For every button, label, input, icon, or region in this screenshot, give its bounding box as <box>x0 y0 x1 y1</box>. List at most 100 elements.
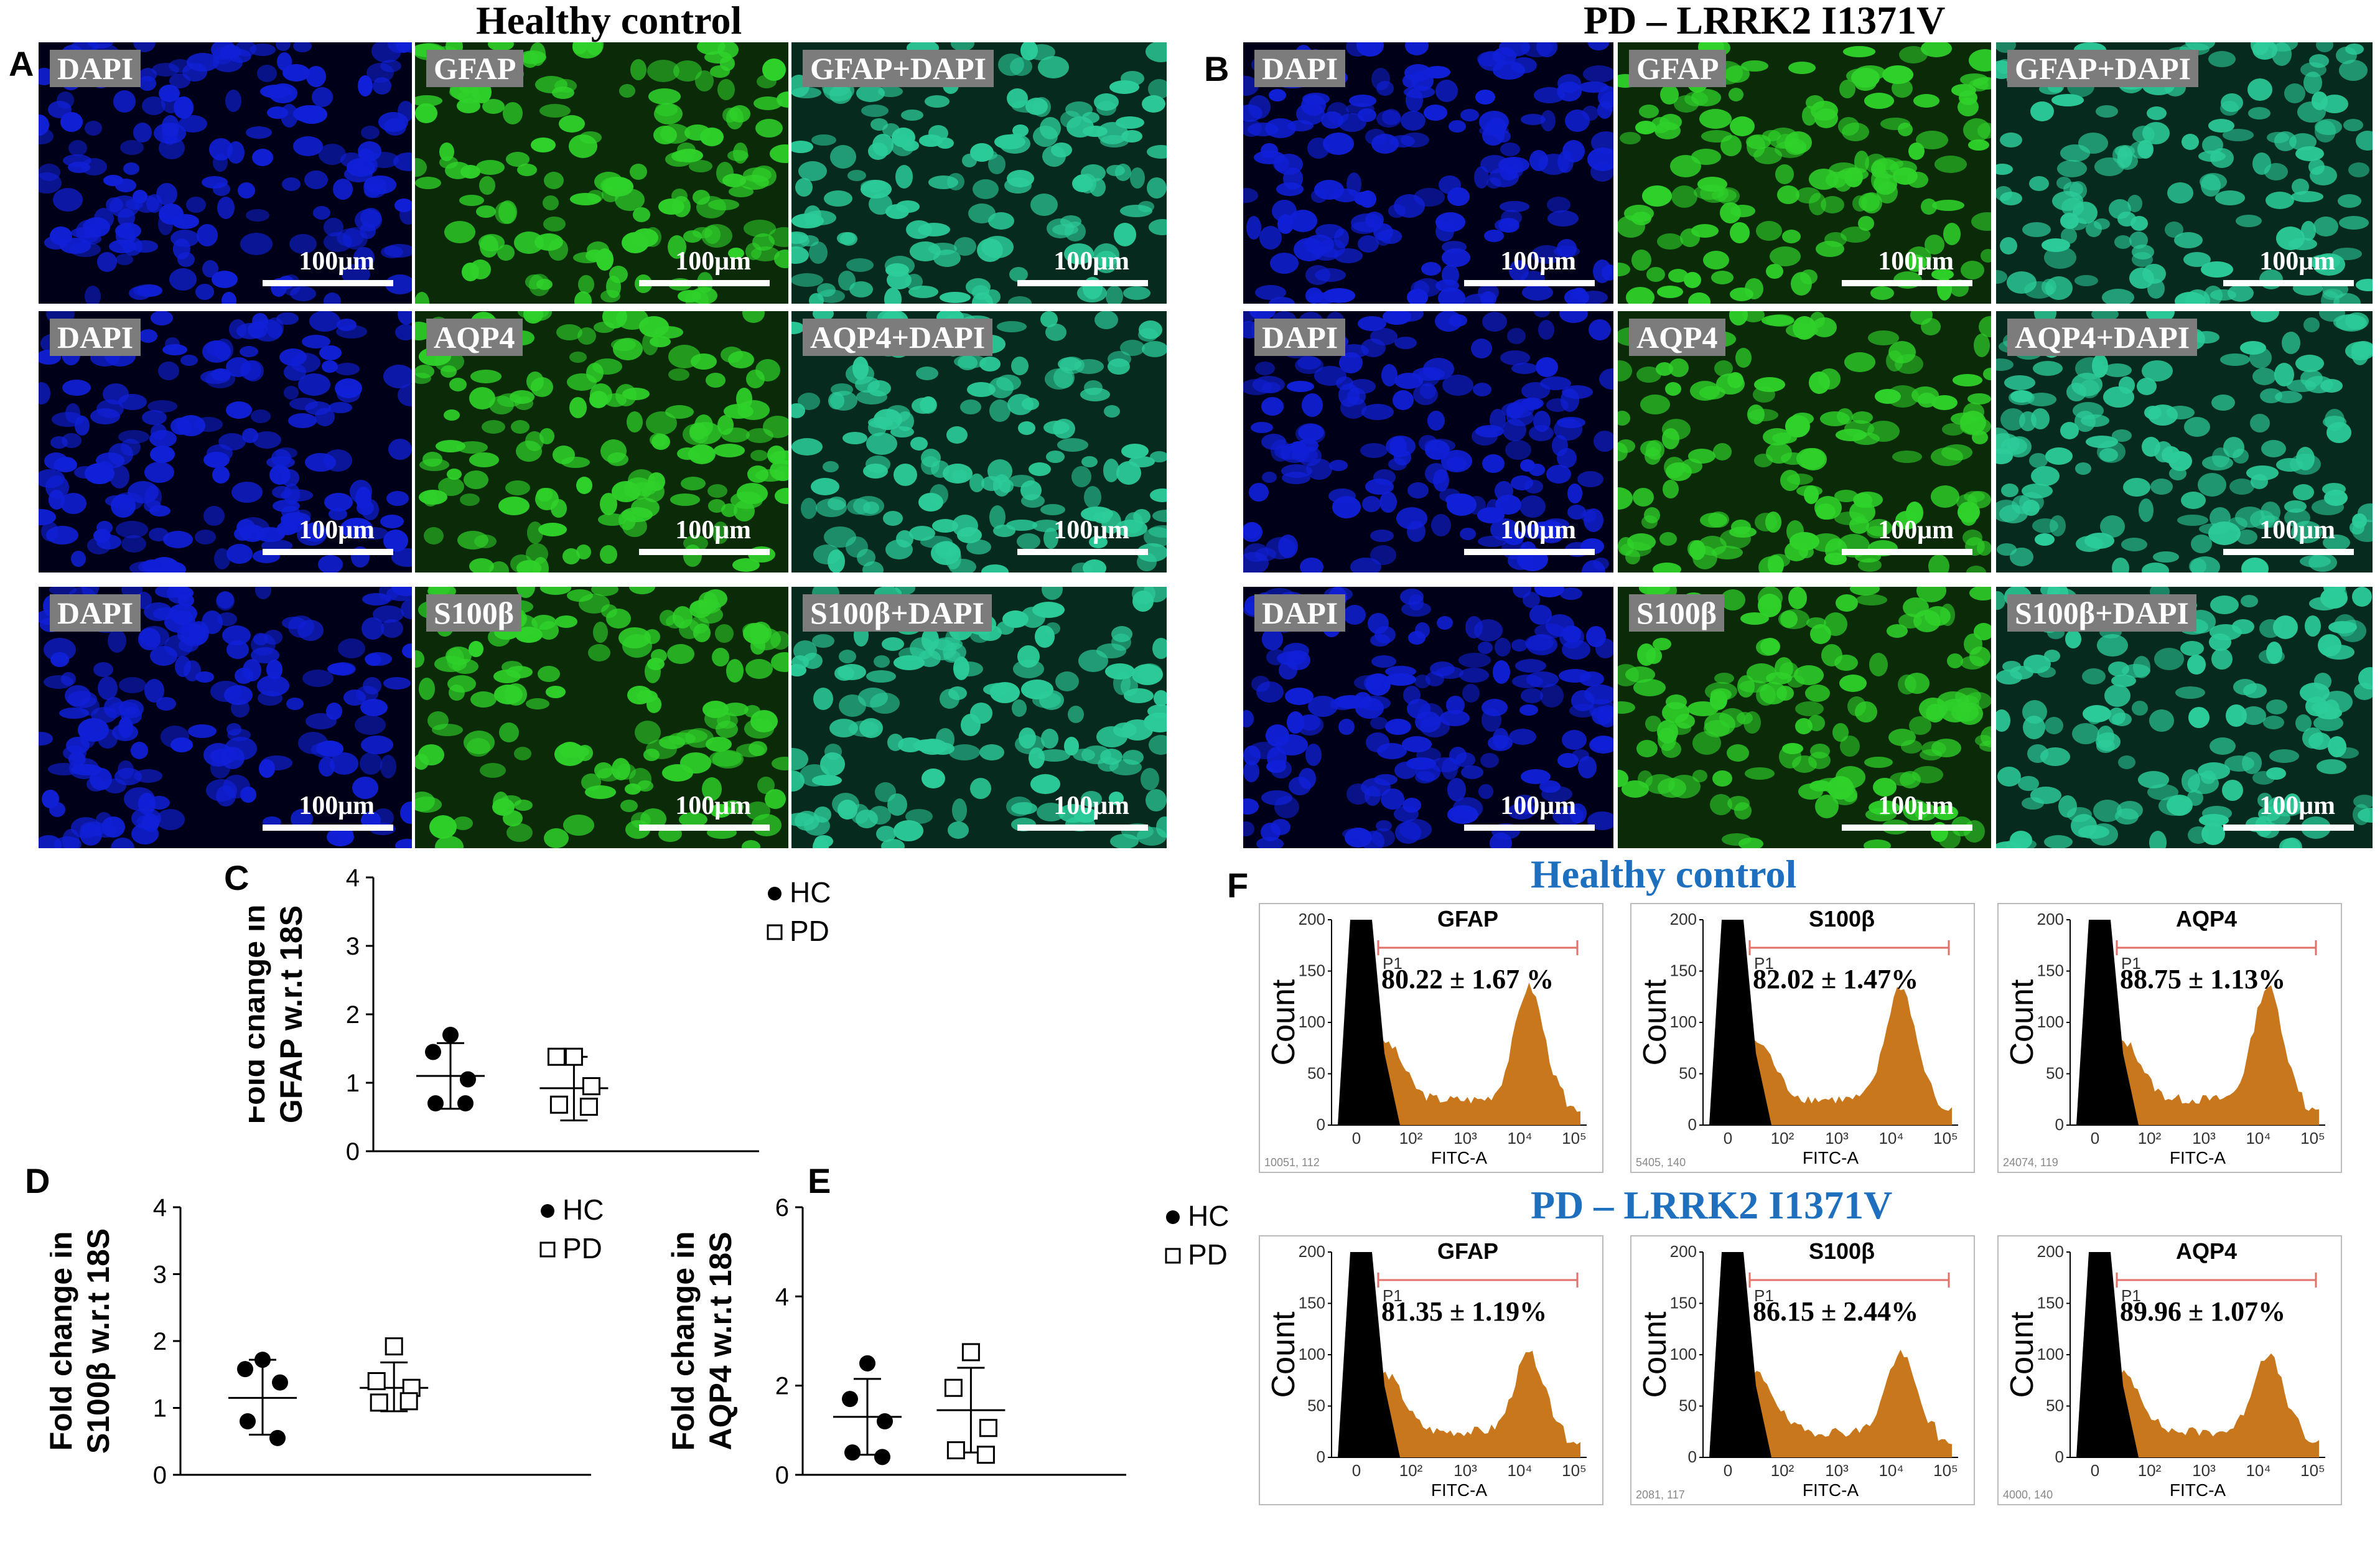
y-tick-label: 100 <box>1670 1012 1697 1031</box>
scale-bar-label: 100μm <box>1878 247 1954 276</box>
gate-label: P1 <box>2121 1286 2141 1305</box>
scale-bar-label: 100μm <box>2259 792 2335 820</box>
data-point-hc <box>442 1027 459 1043</box>
data-point-pd <box>946 1441 965 1460</box>
chart-d: 0 1 2 3 4 Fold change in S100β w.r.t 18S HC PD <box>50 1194 604 1489</box>
scale-bar-label: 100μm <box>299 247 375 276</box>
flow-marker-title: GFAP <box>1437 1238 1499 1264</box>
y-tick-label: 3 <box>346 933 360 960</box>
y-axis-label-line2: GFAP w.r.t 18S <box>274 905 309 1123</box>
y-tick-label: 0 <box>2055 1447 2064 1466</box>
control-histogram <box>1709 920 1771 1125</box>
healthy-control-title: Healthy control <box>476 0 742 42</box>
data-point-hc <box>460 1071 476 1088</box>
scale-bar-label: 100μm <box>1053 247 1129 276</box>
data-point-hc <box>842 1391 858 1408</box>
micrograph-label: AQP4 <box>426 319 523 356</box>
scale-bar-label: 100μm <box>675 247 751 276</box>
scale-bar <box>1464 280 1595 286</box>
scale-bar <box>263 280 393 286</box>
y-tick-label: 200 <box>1670 1242 1697 1261</box>
micrograph-label: S100β <box>426 594 522 632</box>
x-tick-label: 10² <box>2138 1461 2162 1480</box>
legend-label: HC <box>790 876 831 909</box>
y-tick-label: 100 <box>2037 1345 2064 1363</box>
x-tick-label: 0 <box>1724 1129 1732 1147</box>
micrograph-image <box>1618 587 1991 848</box>
y-axis-label-line1: Fold change in <box>50 1232 78 1451</box>
x-tick-label: 10² <box>1399 1129 1423 1147</box>
y-tick-label: 0 <box>2055 1115 2064 1134</box>
scale-bar <box>1017 549 1148 555</box>
plot-event-id: 10051, 112 <box>1264 1156 1320 1169</box>
x-tick-label: 10⁴ <box>2246 1129 2270 1147</box>
data-point-pd <box>547 1047 566 1066</box>
x-axis-label: FITC-A <box>1431 1148 1488 1167</box>
micrograph-healthy-r2-c3: AQP4+DAPI 100μm <box>791 311 1167 573</box>
data-point-hc <box>844 1444 861 1461</box>
micrograph-label: DAPI <box>1254 594 1346 632</box>
data-point-hc <box>237 1361 253 1378</box>
y-axis-label-line2: S100β w.r.t 18S <box>81 1228 116 1454</box>
micrograph-label: DAPI <box>1254 50 1346 87</box>
micrograph-pd-r3-c2: S100β 100μm <box>1618 587 1991 848</box>
control-histogram <box>1338 1252 1400 1457</box>
data-point-hc <box>269 1429 286 1446</box>
data-point-pd <box>549 1095 568 1114</box>
chart-e: 0 2 4 6 Fold change in AQP4 w.r.t 18S HC PD <box>666 1194 1229 1489</box>
x-tick-label: 10² <box>2138 1129 2162 1147</box>
flow-plot-2-2: 0 50 100 150 200 0 10² 10³ 10⁴ 10⁵ FITC-A Count P1 20… <box>1628 1233 1977 1507</box>
plot-frame <box>1630 1235 1975 1505</box>
data-point-pd <box>579 1098 598 1116</box>
panel-letter-a: A <box>9 44 34 83</box>
gate-label: P1 <box>1383 954 1402 973</box>
y-tick-label: 50 <box>1679 1064 1697 1083</box>
stained-histogram <box>2114 985 2319 1125</box>
micrograph-label: AQP4+DAPI <box>803 319 993 356</box>
micrograph-label: S100β+DAPI <box>2007 594 2196 632</box>
scale-bar <box>1842 280 1972 286</box>
scale-bar-label: 100μm <box>299 792 375 820</box>
y-tick-label: 6 <box>775 1194 789 1222</box>
scale-bar-label: 100μm <box>1500 247 1576 276</box>
flow-histogram: 0 50 100 150 200 0 10² 10³ 10⁴ 10⁵ FITC-A Count P1 54… <box>1630 903 1975 1173</box>
micrograph-label: GFAP+DAPI <box>803 50 994 87</box>
x-axis-label: FITC-A <box>2170 1148 2226 1167</box>
stained-histogram <box>1747 1349 1952 1457</box>
scale-bar <box>1017 825 1148 831</box>
x-tick-label: 10⁴ <box>1878 1461 1903 1480</box>
x-tick-label: 10³ <box>2192 1129 2216 1147</box>
data-point-pd <box>582 1077 600 1095</box>
y-tick-label: 4 <box>346 864 360 892</box>
y-tick-label: 100 <box>1299 1345 1325 1363</box>
y-tick-label: 0 <box>1688 1447 1697 1466</box>
scale-bar <box>1464 825 1595 831</box>
micrograph-healthy-r2-c2: AQP4 100μm <box>415 311 788 573</box>
plot-frame <box>1630 903 1975 1173</box>
x-axis-label: FITC-A <box>2170 1480 2226 1500</box>
y-axis-label-line1: Fold change in <box>249 905 271 1124</box>
y-tick-label: 200 <box>2037 1242 2064 1261</box>
data-point-hc <box>240 1413 256 1429</box>
y-tick-label: 150 <box>1299 1294 1325 1312</box>
flow-marker-title: AQP4 <box>2176 906 2238 932</box>
scale-bar-label: 100μm <box>1500 516 1576 544</box>
flow-plot-2-1: 0 50 100 150 200 0 10² 10³ 10⁴ 10⁵ FITC-A Count P1 GF… <box>1257 1233 1605 1507</box>
control-histogram <box>2076 920 2139 1125</box>
flow-histogram: 0 50 100 150 200 0 10² 10³ 10⁴ 10⁵ FITC-A Count P1 10… <box>1259 903 1603 1173</box>
data-point-pd <box>944 1378 963 1397</box>
y-tick-label: 100 <box>1299 1012 1325 1031</box>
y-tick-label: 2 <box>153 1328 167 1355</box>
micrograph-healthy-r3-c1: DAPI 100μm <box>39 587 412 848</box>
micrograph-label: GFAP+DAPI <box>2007 50 2199 87</box>
legend-marker-hc <box>768 887 782 900</box>
micrograph-pd-r3-c3: S100β+DAPI 100μm <box>1996 587 2373 848</box>
micrograph-healthy-r1-c1: DAPI 100μm <box>39 42 412 304</box>
scale-bar <box>1017 280 1148 286</box>
flow-percentage: 80.22 ± 1.67 % <box>1381 964 1554 994</box>
legend-marker-hc <box>541 1204 554 1218</box>
micrograph-label: DAPI <box>50 50 141 87</box>
data-point-hc <box>427 1095 444 1111</box>
scale-bar-label: 100μm <box>2259 516 2335 544</box>
y-tick-label: 1 <box>153 1395 167 1423</box>
